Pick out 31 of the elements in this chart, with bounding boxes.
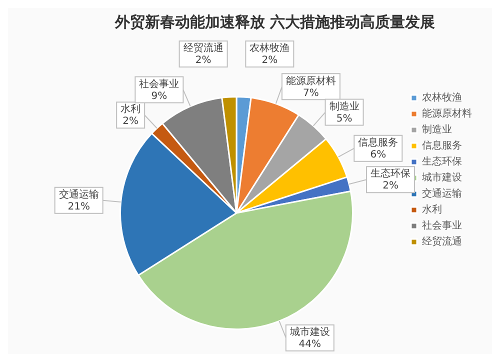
slice-label: 水利	[120, 103, 141, 116]
legend-label: 信息服务	[422, 140, 462, 152]
data-label: 6%	[370, 149, 386, 160]
legend-label: 农林牧渔	[422, 92, 462, 104]
legend-label: 制造业	[422, 124, 452, 136]
slice-label: 信息服务	[358, 136, 398, 148]
slice-label: 社会事业	[139, 78, 180, 90]
data-label: 21%	[68, 201, 90, 212]
slice-label: 能源原材料	[286, 74, 336, 87]
slice-label: 经贸流通	[183, 42, 224, 54]
data-label: 2%	[262, 55, 278, 66]
legend-label: 经贸流通	[422, 236, 462, 248]
data-label: 2%	[122, 116, 139, 128]
data-label: 9%	[151, 90, 168, 102]
legend-label: 生态环保	[422, 156, 462, 168]
legend-label: 社会事业	[422, 220, 462, 232]
legend-label: 水利	[422, 204, 442, 216]
data-label: 7%	[303, 88, 319, 99]
legend-label: 交通运输	[422, 188, 462, 200]
data-label: 44%	[298, 338, 322, 350]
slice-label: 农林牧渔	[250, 42, 290, 54]
legend-label: 能源原材料	[422, 108, 472, 120]
data-label: 2%	[382, 180, 398, 192]
chart-title: 外贸新春动能加速释放 六大措施推动高质量发展	[114, 12, 436, 31]
slice-label: 制造业	[329, 100, 360, 112]
data-label: 2%	[195, 55, 212, 66]
slice-label: 生态环保	[370, 168, 411, 180]
slice-label: 城市建设	[288, 326, 330, 338]
slice-label: 交通运输	[58, 188, 99, 200]
data-label: 5%	[336, 113, 352, 124]
legend-label: 城市建设	[421, 172, 462, 184]
